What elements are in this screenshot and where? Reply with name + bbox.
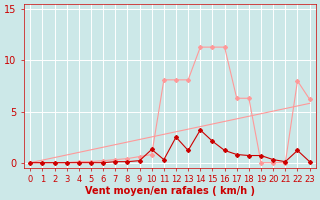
X-axis label: Vent moyen/en rafales ( km/h ): Vent moyen/en rafales ( km/h ) [85,186,255,196]
